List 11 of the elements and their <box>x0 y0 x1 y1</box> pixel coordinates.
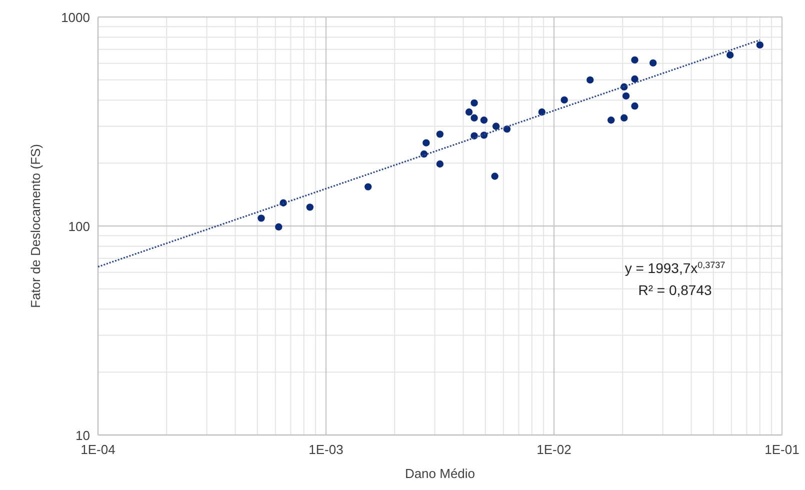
y-tick-label: 100 <box>68 219 90 234</box>
y-tick-label: 1000 <box>61 10 90 25</box>
annotation: y = 1993,7x$^{0,3737}$ <box>624 260 726 276</box>
x-tick-label: 1E-02 <box>536 442 572 457</box>
annotation: R² = 0,8743 <box>638 282 712 298</box>
y-axis-title: Fator de Deslocamento (FS) <box>28 144 43 308</box>
y-tick-label: 10 <box>76 428 90 443</box>
x-axis-title: Dano Médio <box>404 466 476 481</box>
x-tick-label: 1E-01 <box>764 442 800 457</box>
x-tick-label: 1E-04 <box>80 442 116 457</box>
x-tick-label: 1E-03 <box>308 442 344 457</box>
